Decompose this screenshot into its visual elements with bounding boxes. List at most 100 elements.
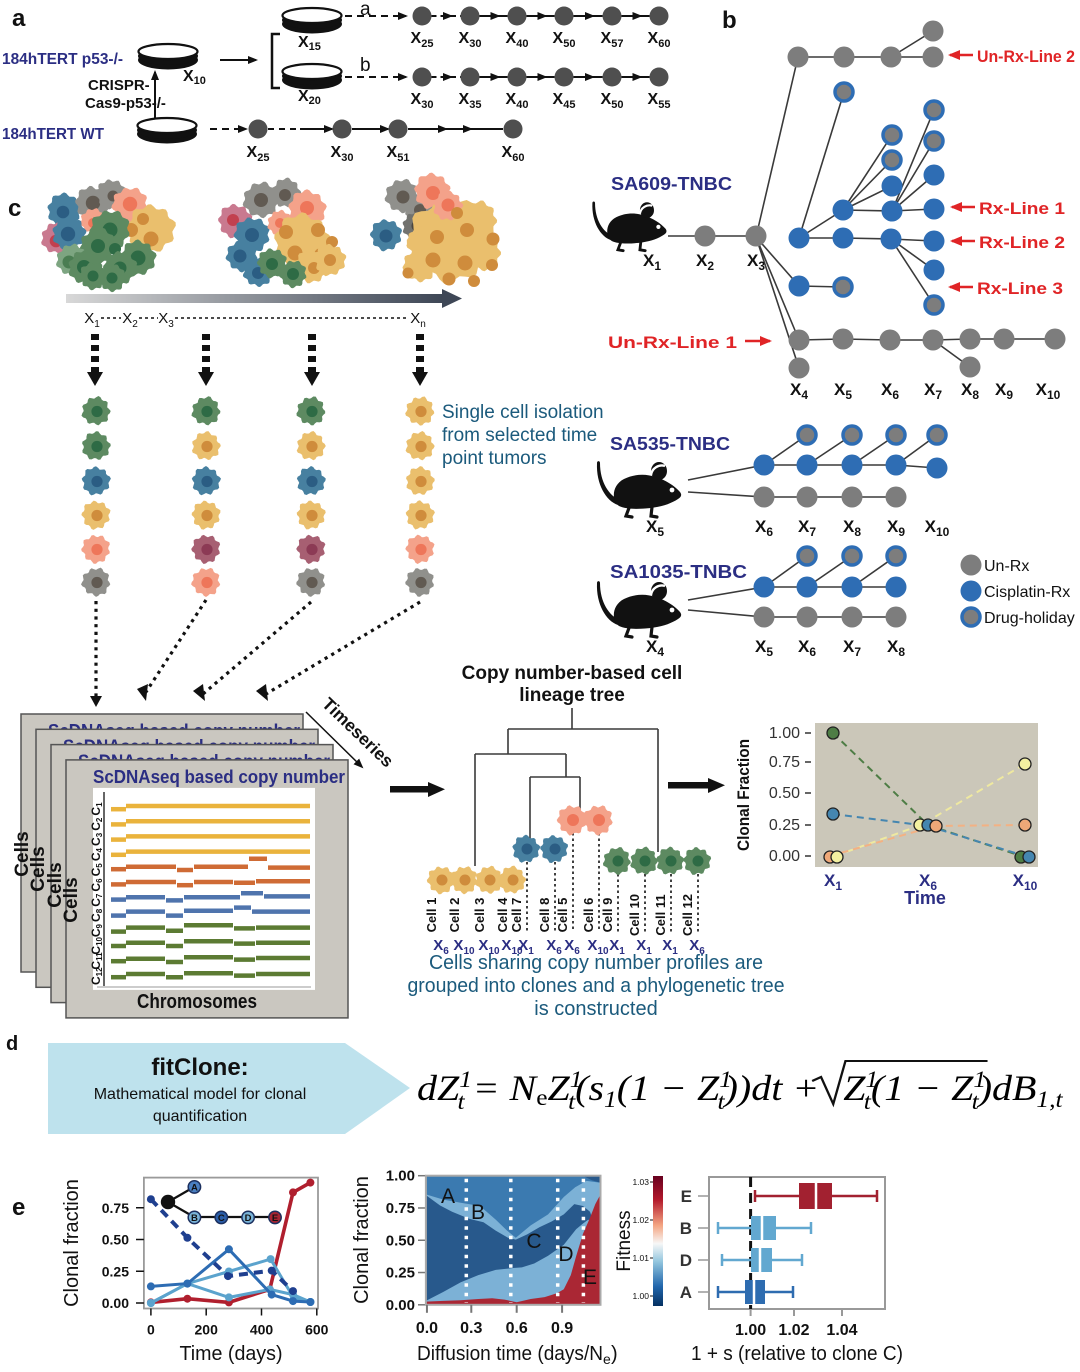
svg-text:Un-Rx-Line 2: Un-Rx-Line 2: [977, 47, 1075, 66]
svg-text:Cas9-p53-/-: Cas9-p53-/-: [85, 95, 166, 112]
svg-text:0.3: 0.3: [460, 1320, 482, 1337]
svg-text:1.00: 1.00: [735, 1322, 766, 1339]
svg-text:D: D: [680, 1251, 692, 1270]
svg-text:SA535-TNBC: SA535-TNBC: [610, 434, 730, 454]
svg-text:0: 0: [147, 1322, 155, 1338]
svg-text:Cell 2: Cell 2: [447, 898, 462, 933]
svg-text:A: A: [441, 1185, 455, 1208]
svg-text:Single cell isolation: Single cell isolation: [442, 402, 604, 423]
svg-text:0.6: 0.6: [506, 1320, 528, 1337]
svg-text:Rx-Line 2: Rx-Line 2: [979, 233, 1065, 252]
svg-text:Cell 6: Cell 6: [581, 898, 596, 933]
svg-text:1.00: 1.00: [769, 725, 800, 742]
svg-text:e: e: [12, 1194, 25, 1221]
svg-text:E: E: [583, 1266, 597, 1289]
svg-text:600: 600: [305, 1322, 329, 1338]
svg-text:C: C: [218, 1213, 225, 1224]
svg-text:1 + s (relative to clone C): 1 + s (relative to clone C): [691, 1343, 903, 1365]
svg-text:Clonal fraction: Clonal fraction: [61, 1179, 83, 1307]
svg-text:Chromosomes: Chromosomes: [137, 991, 257, 1013]
svg-text:e: e: [603, 1351, 611, 1367]
svg-text:Rx-Line 1: Rx-Line 1: [979, 199, 1065, 218]
svg-text:CRISPR-: CRISPR-: [88, 77, 150, 94]
svg-text:1.03: 1.03: [632, 1177, 649, 1187]
svg-text:Cells: Cells: [61, 877, 82, 922]
svg-text:a: a: [360, 0, 371, 20]
svg-text:Time (days): Time (days): [180, 1343, 283, 1365]
svg-text:1.02: 1.02: [778, 1322, 809, 1339]
svg-text:D: D: [245, 1213, 252, 1224]
svg-text:Cell 1: Cell 1: [424, 898, 439, 933]
svg-text:Clonal fraction: Clonal fraction: [351, 1176, 373, 1304]
svg-text:): ): [611, 1343, 618, 1365]
svg-text:Time: Time: [904, 888, 946, 908]
svg-text:Cell 3: Cell 3: [472, 898, 487, 933]
svg-text:1.00: 1.00: [632, 1291, 649, 1301]
svg-text:Diffusion time (days/N: Diffusion time (days/N: [417, 1343, 603, 1365]
svg-text:Cisplatin-Rx: Cisplatin-Rx: [984, 584, 1070, 601]
svg-text:0.75: 0.75: [769, 754, 800, 771]
svg-text:ScDNAseq based copy number: ScDNAseq based copy number: [93, 767, 345, 787]
svg-text:1.01: 1.01: [632, 1253, 649, 1263]
svg-text:1.04: 1.04: [826, 1322, 857, 1339]
svg-text:B: B: [680, 1219, 692, 1238]
svg-text:Cell 8: Cell 8: [537, 898, 552, 933]
svg-text:A: A: [191, 1183, 198, 1194]
svg-text:Cell 11: Cell 11: [653, 894, 668, 935]
svg-text:Cell 12: Cell 12: [680, 894, 695, 936]
svg-text:a: a: [12, 5, 26, 32]
svg-text:d: d: [6, 1033, 18, 1055]
svg-text:Fitness: Fitness: [614, 1210, 635, 1271]
svg-text:0.00: 0.00: [102, 1295, 129, 1311]
svg-text:quantification: quantification: [153, 1108, 247, 1125]
svg-text:0.9: 0.9: [551, 1320, 573, 1337]
svg-text:Cell 10: Cell 10: [627, 894, 642, 936]
svg-text:184hTERT p53-/-: 184hTERT p53-/-: [2, 51, 123, 68]
svg-text:1.02: 1.02: [632, 1215, 649, 1225]
svg-text:Clonal Fraction: Clonal Fraction: [734, 739, 753, 851]
svg-text:c: c: [8, 195, 21, 222]
svg-text:Un-Rx-Line 1: Un-Rx-Line 1: [608, 333, 737, 352]
svg-text:point tumors: point tumors: [442, 448, 547, 469]
svg-text:Cells sharing copy number prof: Cells sharing copy number profiles are: [429, 952, 763, 974]
svg-text:200: 200: [195, 1322, 219, 1338]
svg-text:SA609-TNBC: SA609-TNBC: [611, 174, 732, 194]
svg-text:B: B: [471, 1201, 485, 1224]
svg-text:SA1035-TNBC: SA1035-TNBC: [610, 562, 747, 582]
svg-text:Drug-holiday: Drug-holiday: [984, 610, 1075, 627]
svg-text:Cells: Cells: [45, 862, 66, 907]
svg-text:Cell 4: Cell 4: [495, 897, 510, 932]
svg-text:B: B: [191, 1213, 198, 1224]
svg-text:b: b: [722, 7, 737, 34]
svg-text:grouped into clones and a phyl: grouped into clones and a phylogenetic t…: [408, 975, 785, 997]
svg-text:lineage tree: lineage tree: [519, 685, 625, 706]
svg-text:0.00: 0.00: [386, 1297, 415, 1314]
svg-text:0.75: 0.75: [386, 1200, 415, 1217]
svg-text:from selected time: from selected time: [442, 425, 597, 446]
svg-text:b: b: [360, 55, 371, 76]
svg-text:E: E: [681, 1187, 692, 1206]
svg-text:0.25: 0.25: [102, 1263, 129, 1279]
svg-text:1.00: 1.00: [386, 1168, 415, 1185]
svg-text:0.0: 0.0: [416, 1320, 438, 1337]
svg-text:Cell 7: Cell 7: [509, 898, 524, 933]
svg-text:Cells: Cells: [12, 831, 33, 876]
svg-text:0.50: 0.50: [102, 1232, 129, 1248]
svg-text:E: E: [272, 1213, 278, 1224]
svg-text:fitClone:: fitClone:: [151, 1054, 248, 1081]
svg-text:0.50: 0.50: [386, 1232, 415, 1249]
svg-text:0.25: 0.25: [769, 817, 800, 834]
svg-text:Cell 9: Cell 9: [600, 898, 615, 933]
svg-text:Mathematical model for clonal: Mathematical model for clonal: [94, 1086, 307, 1103]
svg-text:400: 400: [250, 1322, 274, 1338]
svg-text:184hTERT WT: 184hTERT WT: [2, 126, 104, 143]
svg-text:Copy number-based cell: Copy number-based cell: [462, 663, 683, 684]
svg-text:C: C: [526, 1230, 541, 1253]
svg-text:0.50: 0.50: [769, 785, 800, 802]
svg-text:A: A: [680, 1283, 692, 1302]
svg-text:Cell 5: Cell 5: [555, 898, 570, 933]
svg-text:is constructed: is constructed: [534, 998, 657, 1020]
svg-text:Un-Rx: Un-Rx: [984, 558, 1029, 575]
svg-text:0.00: 0.00: [769, 848, 800, 865]
